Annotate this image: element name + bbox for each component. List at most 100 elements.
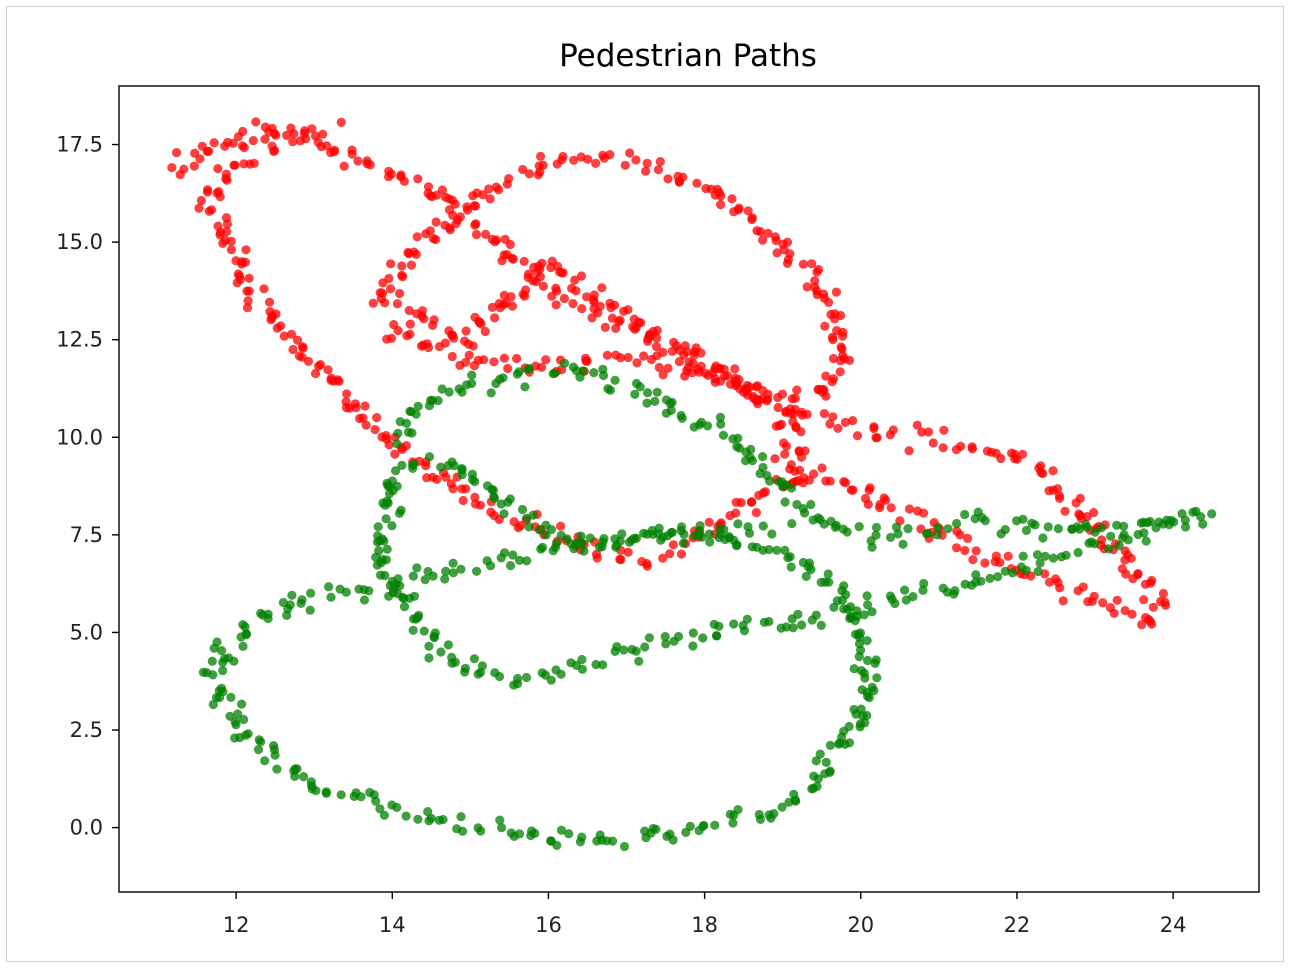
data-point <box>1198 519 1208 529</box>
data-point <box>716 200 726 210</box>
data-point <box>839 581 849 591</box>
data-point <box>679 529 689 540</box>
data-point <box>854 522 864 532</box>
data-point <box>749 394 759 404</box>
data-point <box>912 420 922 430</box>
x-tick-label: 14 <box>379 913 406 937</box>
data-point <box>787 519 797 529</box>
data-point <box>610 375 620 385</box>
data-point <box>807 259 817 269</box>
data-point <box>1056 552 1067 562</box>
data-point <box>730 373 741 383</box>
data-point <box>550 368 560 378</box>
data-point <box>501 298 511 308</box>
data-point <box>1073 586 1083 596</box>
data-point <box>382 334 392 344</box>
data-point <box>826 309 836 320</box>
data-point <box>928 438 938 448</box>
data-point <box>970 514 980 524</box>
data-point <box>272 764 282 774</box>
data-point <box>852 606 862 616</box>
data-point <box>356 792 366 802</box>
data-point <box>698 633 708 643</box>
data-point <box>513 523 523 533</box>
data-point <box>243 296 253 306</box>
data-point <box>228 138 238 148</box>
data-point <box>759 617 770 627</box>
data-point <box>424 452 435 462</box>
data-point <box>467 378 477 389</box>
data-point <box>781 407 791 417</box>
data-point <box>242 303 253 313</box>
data-point <box>658 553 668 563</box>
data-point <box>650 396 660 406</box>
data-point <box>528 276 538 286</box>
data-point <box>288 344 298 355</box>
data-point <box>387 800 397 810</box>
data-point <box>172 148 182 158</box>
data-point <box>674 357 685 367</box>
data-point <box>830 522 841 533</box>
data-point <box>1048 485 1058 495</box>
data-point <box>282 130 292 140</box>
data-point <box>667 527 677 538</box>
data-point <box>1181 522 1191 532</box>
data-point <box>455 212 465 222</box>
data-point <box>991 448 1001 458</box>
data-point <box>665 399 675 409</box>
data-point <box>551 665 561 675</box>
data-point <box>336 117 346 127</box>
data-point <box>1105 603 1115 613</box>
data-point <box>658 370 668 380</box>
data-point <box>315 360 326 370</box>
data-point <box>568 299 578 309</box>
data-point <box>623 547 633 557</box>
data-point <box>413 814 423 824</box>
data-point <box>856 666 867 676</box>
data-point <box>468 341 478 351</box>
data-point <box>373 522 383 532</box>
data-point <box>939 425 949 435</box>
data-point <box>881 495 891 505</box>
data-point <box>399 602 410 612</box>
data-point <box>505 239 515 250</box>
data-point <box>471 219 481 229</box>
data-point <box>616 353 626 363</box>
data-point <box>862 591 872 601</box>
data-point <box>444 387 454 397</box>
data-point <box>903 524 913 534</box>
data-point <box>405 329 415 339</box>
data-point <box>214 187 224 197</box>
data-point <box>471 229 482 240</box>
data-point <box>474 316 484 326</box>
data-point <box>1018 551 1028 561</box>
data-point <box>576 152 586 162</box>
data-point <box>655 157 665 167</box>
data-point <box>1058 596 1068 606</box>
data-point <box>912 506 923 516</box>
data-point <box>692 178 702 188</box>
data-point <box>1089 591 1099 601</box>
data-point <box>310 368 321 379</box>
data-point <box>399 176 409 186</box>
data-point <box>651 342 662 352</box>
data-point <box>1119 521 1129 532</box>
data-point <box>813 774 823 784</box>
data-point <box>769 809 779 819</box>
data-point <box>253 745 264 755</box>
data-point <box>420 575 430 585</box>
data-point <box>1036 461 1046 471</box>
chart-title: Pedestrian Paths <box>559 38 817 74</box>
data-point <box>354 584 364 594</box>
data-point <box>619 645 629 655</box>
data-point <box>518 164 528 175</box>
data-point <box>731 508 741 518</box>
data-point <box>943 524 953 534</box>
data-point <box>788 417 798 427</box>
data-point <box>588 295 599 305</box>
data-point <box>798 259 809 269</box>
data-point <box>282 610 292 621</box>
data-point <box>777 389 788 399</box>
data-point <box>1145 516 1155 527</box>
